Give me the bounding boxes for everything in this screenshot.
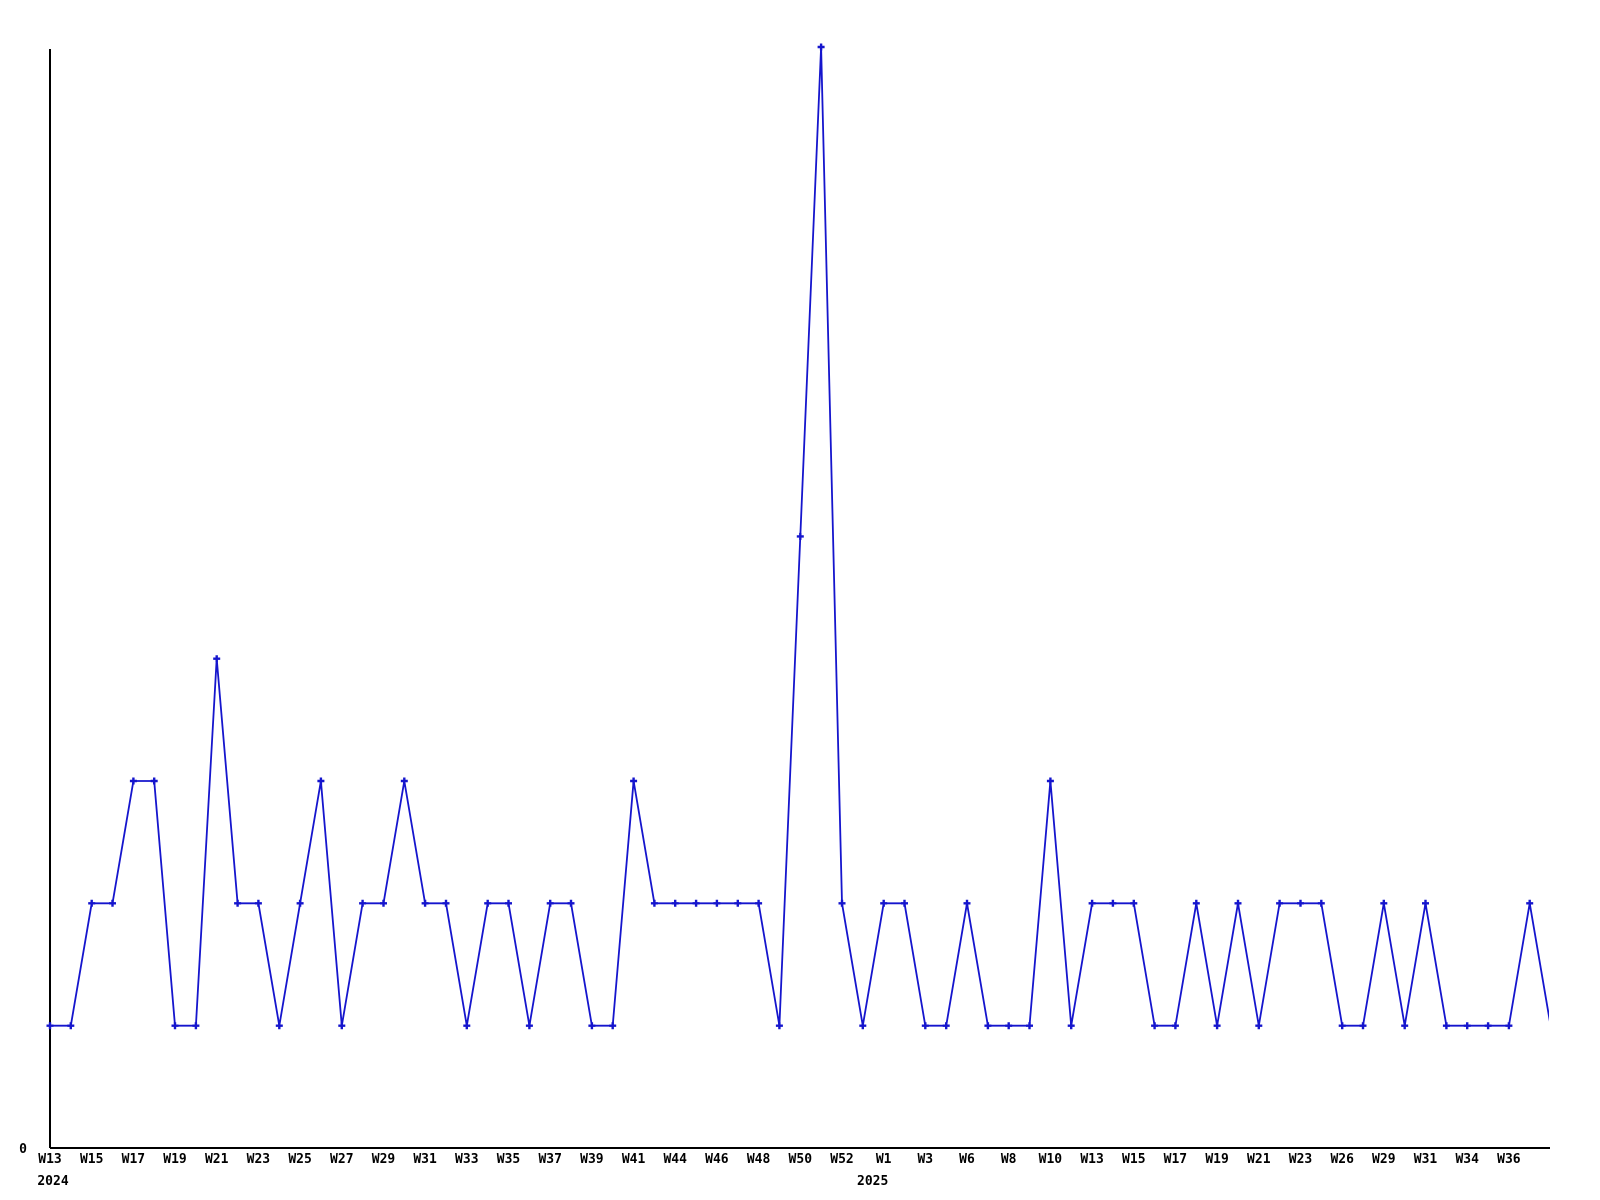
x-tick-label: W34 bbox=[1455, 1152, 1479, 1167]
x-tick-label: W8 bbox=[1001, 1152, 1017, 1167]
series-weekly-count bbox=[46, 43, 1549, 1030]
x-tick-label: W19 bbox=[163, 1152, 186, 1167]
x-tick-label: W3 bbox=[917, 1152, 933, 1167]
x-tick-label: W15 bbox=[1122, 1152, 1145, 1167]
y-tick-label-zero: 0 bbox=[19, 1142, 27, 1157]
series-plus-markers bbox=[46, 43, 1534, 1030]
x-tick-label: W31 bbox=[1414, 1152, 1438, 1167]
year-labels: 2024 2025 bbox=[37, 1174, 888, 1189]
x-tick-label: W52 bbox=[830, 1152, 853, 1167]
x-tick-label: W31 bbox=[413, 1152, 437, 1167]
x-tick-label: W29 bbox=[372, 1152, 395, 1167]
x-tick-label: W15 bbox=[80, 1152, 103, 1167]
x-tick-label: W10 bbox=[1039, 1152, 1063, 1167]
x-tick-label: W1 bbox=[876, 1152, 892, 1167]
x-tick-labels: W13 W15 W17 W19 W21 W23 W25 W27 W29 W31 W33 W35 W37 W… bbox=[38, 1152, 1521, 1167]
x-tick-label: W17 bbox=[1164, 1152, 1187, 1167]
x-tick-label: W21 bbox=[1247, 1152, 1271, 1167]
x-tick-label: W17 bbox=[122, 1152, 145, 1167]
x-tick-label: W26 bbox=[1330, 1152, 1354, 1167]
x-tick-label: W13 bbox=[1080, 1152, 1103, 1167]
x-tick-label: W33 bbox=[455, 1152, 478, 1167]
x-tick-label: W35 bbox=[497, 1152, 520, 1167]
x-tick-label: W19 bbox=[1205, 1152, 1228, 1167]
x-tick-label: W46 bbox=[705, 1152, 729, 1167]
x-tick-label: W27 bbox=[330, 1152, 353, 1167]
year-label: 2025 bbox=[857, 1174, 888, 1189]
x-tick-label: W41 bbox=[622, 1152, 646, 1167]
x-tick-label: W29 bbox=[1372, 1152, 1395, 1167]
x-tick-label: W21 bbox=[205, 1152, 229, 1167]
x-tick-label: W13 bbox=[38, 1152, 61, 1167]
x-tick-label: W36 bbox=[1497, 1152, 1521, 1167]
x-tick-label: W50 bbox=[789, 1152, 813, 1167]
x-tick-label: W25 bbox=[288, 1152, 311, 1167]
x-tick-label: W48 bbox=[747, 1152, 771, 1167]
year-label: 2024 bbox=[37, 1174, 68, 1189]
x-tick-label: W39 bbox=[580, 1152, 603, 1167]
x-tick-label: W23 bbox=[247, 1152, 270, 1167]
x-tick-label: W37 bbox=[538, 1152, 561, 1167]
x-tick-label: W44 bbox=[663, 1152, 687, 1167]
x-tick-label: W23 bbox=[1289, 1152, 1312, 1167]
axes: 0 bbox=[19, 49, 1550, 1157]
x-tick-label: W6 bbox=[959, 1152, 975, 1167]
